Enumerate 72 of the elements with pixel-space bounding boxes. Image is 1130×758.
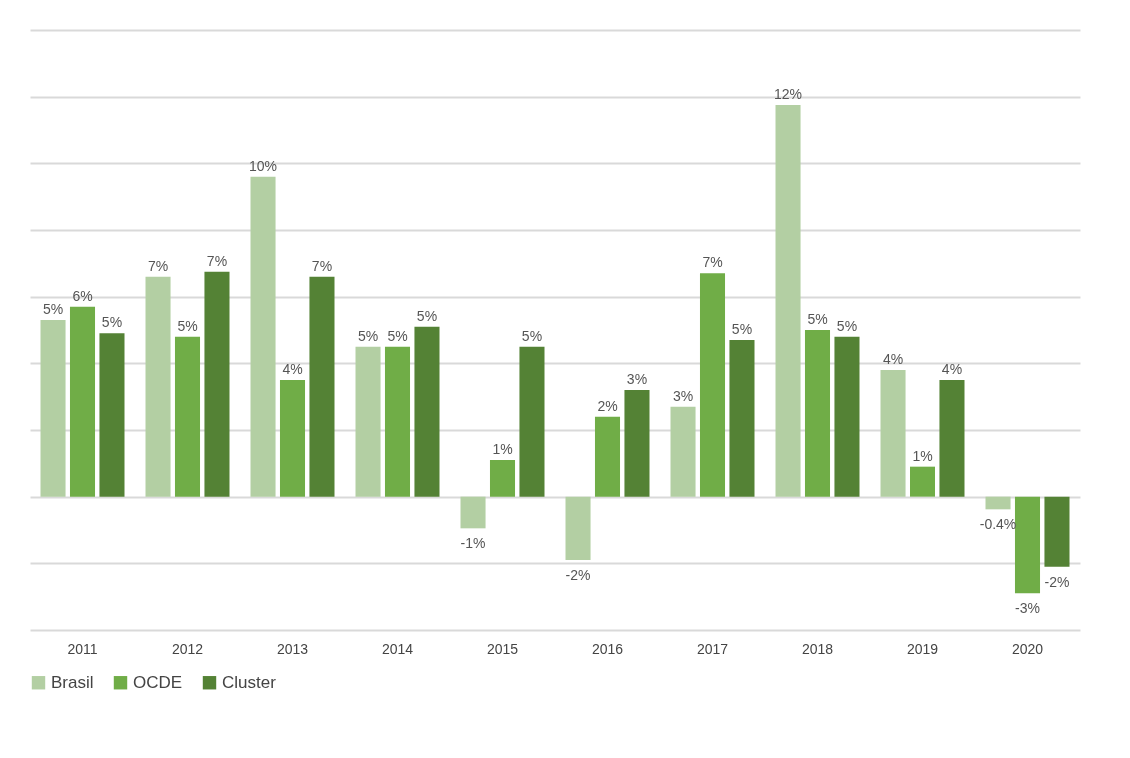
data-label: 4%: [282, 361, 303, 377]
data-label: 5%: [42, 301, 64, 317]
bar: [880, 370, 906, 497]
data-label: 5%: [357, 327, 379, 344]
bar: [460, 496, 486, 529]
data-label: 1%: [492, 441, 513, 457]
data-label: -2%: [565, 567, 591, 583]
data-label: 5%: [177, 317, 198, 334]
x-tick-label: 2016: [591, 640, 624, 657]
data-label: 5%: [387, 327, 408, 344]
data-label: 5%: [101, 314, 123, 331]
data-label: -2%: [1044, 573, 1070, 590]
legend-label: Brasil: [51, 672, 94, 692]
data-label: 5%: [521, 327, 543, 344]
bar: [729, 340, 755, 497]
data-label: 12%: [774, 86, 803, 102]
data-label: 3%: [626, 371, 648, 387]
bar: [204, 271, 230, 497]
data-label: 5%: [836, 317, 858, 334]
bar: [594, 416, 621, 497]
data-label: 5%: [807, 311, 828, 327]
x-tick-label: 2017: [696, 640, 729, 657]
bar: [699, 273, 726, 497]
bar: [624, 390, 650, 497]
bar: [985, 496, 1011, 510]
bar: [309, 276, 335, 497]
x-tick-label: 2020: [1011, 640, 1044, 657]
data-label: 6%: [72, 287, 93, 304]
legend-label: OCDE: [133, 672, 183, 692]
bar: [279, 380, 306, 497]
bar: [145, 276, 171, 497]
x-tick-label: 2015: [486, 640, 519, 657]
bar: [670, 406, 696, 497]
x-tick-label: 2013: [276, 640, 309, 657]
bar: [355, 346, 381, 497]
x-tick-label: 2011: [67, 640, 98, 657]
data-label: 2%: [597, 397, 618, 414]
bar: [775, 105, 801, 497]
data-label: 1%: [912, 447, 933, 464]
bar: [69, 306, 96, 497]
data-label: 7%: [206, 252, 228, 269]
data-label: -3%: [1015, 600, 1040, 617]
data-label: 10%: [249, 157, 278, 174]
bar: [1044, 496, 1070, 567]
data-label: 4%: [882, 351, 904, 367]
data-label: 7%: [147, 257, 169, 274]
bar: [250, 176, 276, 497]
x-tick-label: 2014: [381, 640, 414, 657]
data-label: 5%: [416, 307, 438, 324]
bar: [519, 346, 545, 497]
bar: [174, 336, 201, 497]
bar: [99, 333, 125, 497]
bar: [939, 380, 965, 497]
bar: [489, 460, 516, 497]
bar: [1014, 496, 1041, 594]
bar: [414, 326, 440, 497]
x-tick-label: 2018: [801, 640, 834, 657]
data-label: 5%: [731, 321, 753, 337]
legend-label: Cluster: [222, 672, 277, 692]
bar: [565, 496, 591, 560]
data-label: -1%: [460, 535, 486, 552]
bar: [40, 320, 66, 497]
x-tick-label: 2019: [906, 640, 939, 657]
bar: [384, 346, 411, 497]
data-label: 7%: [311, 257, 333, 274]
data-label: 4%: [941, 361, 963, 377]
data-label: 3%: [672, 387, 694, 404]
data-label: 7%: [702, 254, 723, 271]
x-tick-label: 2012: [171, 640, 204, 657]
bar: [834, 336, 860, 497]
bar: [804, 330, 831, 497]
bar: [909, 466, 936, 497]
